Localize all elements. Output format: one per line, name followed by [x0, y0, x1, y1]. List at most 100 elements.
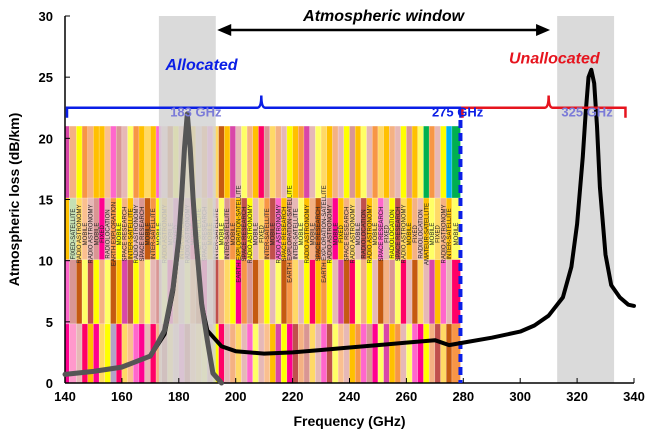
allocation-band-segment	[320, 323, 327, 384]
allocation-band-segment	[224, 125, 231, 199]
allocation-band-segment	[434, 125, 441, 199]
atmospheric-window-label: Atmospheric window	[302, 8, 465, 25]
allocation-band-segment	[428, 323, 436, 384]
allocation-band-label: MOBILE	[254, 223, 260, 246]
allocation-band-segment	[423, 125, 430, 199]
allocation-band-label: SPACE RESEARCH	[316, 207, 322, 262]
allocation-band-label: INTER-SATELLITE	[293, 208, 299, 259]
allocation-band-segment	[434, 323, 441, 384]
arrow-head-right-icon	[536, 24, 551, 36]
x-tick-label: 280	[452, 389, 474, 404]
x-tick-label: 240	[339, 389, 361, 404]
x-tick-label: 160	[111, 389, 133, 404]
allocation-band-label: FIXED	[100, 224, 106, 242]
x-tick-label: 320	[566, 389, 588, 404]
allocation-band-label: EARTH EXPLORATION-SATELLITE	[288, 185, 294, 282]
allocation-band-segment	[377, 323, 384, 384]
allocation-band: MOBILE	[144, 125, 152, 384]
allocation-band-segment	[252, 125, 259, 199]
allocation-band: MOBILE	[81, 125, 89, 384]
allocation-band-segment	[343, 323, 350, 384]
allocation-band-label: FIXED	[384, 224, 390, 242]
allocation-band-segment	[394, 125, 401, 199]
allocation-band-segment	[417, 259, 424, 325]
allocation-band-segment	[417, 125, 424, 199]
allocation-band-segment	[326, 125, 333, 199]
allocation-band-segment	[69, 259, 77, 325]
allocation-band-label: RADIO ASTRONOMY	[89, 204, 95, 263]
allocation-band-segment	[315, 323, 322, 384]
allocation-band: SPACE RESEARCH	[315, 125, 322, 384]
allocation-band-label: RADIO ASTRONOMY	[441, 204, 447, 263]
allocation-band-segment	[292, 125, 299, 199]
allocation-band-label: RADIO ASTRONOMY	[134, 204, 140, 263]
allocation-band-segment	[275, 259, 282, 325]
allocation-band-segment	[332, 323, 339, 384]
allocation-band-label: INTER-SATELLITE	[151, 208, 157, 259]
allocated-brace	[65, 95, 462, 118]
allocation-band-segment	[383, 323, 390, 384]
allocation-band-segment	[258, 259, 265, 325]
allocation-band-label: MOBILE	[219, 223, 225, 246]
allocation-band-segment	[104, 323, 111, 384]
allocation-band-label: INTER-SATELLITE	[225, 208, 231, 259]
allocation-band-segment	[303, 125, 310, 199]
allocation-band-segment	[98, 323, 106, 384]
allocation-band-segment	[400, 259, 407, 325]
allocation-band-segment	[121, 125, 128, 199]
allocation-band-segment	[440, 323, 447, 384]
allocation-band-label: INTER-SATELLITE	[265, 208, 271, 259]
y-tick-label: 5	[46, 315, 53, 330]
allocation-band-segment	[104, 259, 111, 325]
allocation-band-segment	[269, 259, 276, 325]
allocation-band-label: INTER-SATELLITE	[128, 208, 134, 259]
allocation-band-label: SPACE RESEARCH	[123, 207, 129, 262]
allocation-band-segment	[400, 323, 407, 384]
allocation-band-label: RADIO ASTRONOMY	[328, 204, 334, 263]
allocation-band-segment	[263, 259, 271, 325]
allocation-band-segment	[445, 259, 453, 325]
allocation-band-segment	[354, 259, 362, 325]
allocation-band-segment	[411, 259, 419, 325]
arrow-head-left-icon	[217, 24, 232, 36]
allocation-band-label: MOBILE	[407, 223, 413, 246]
allocation-band-segment	[218, 125, 225, 199]
y-tick-label: 25	[39, 70, 53, 85]
allocation-band-segment	[354, 323, 362, 384]
x-tick-label: 260	[396, 389, 418, 404]
allocation-band-label: RADIO ASTRONOMY	[276, 204, 282, 263]
x-tick-label: 340	[623, 389, 645, 404]
allocation-band: FIXED	[383, 125, 390, 384]
allocation-band-segment	[394, 259, 401, 325]
allocation-band-segment	[315, 125, 322, 199]
allocation-band-segment	[269, 125, 276, 199]
allocation-band-label: FIXED-SATELLITE	[71, 209, 77, 260]
allocation-band-segment	[417, 323, 424, 384]
allocation-band-label: MOBILE	[117, 223, 123, 246]
allocation-band-segment	[218, 323, 225, 384]
allocation-band-segment	[87, 125, 94, 199]
allocation-band-label: RADIOLOCATION	[106, 209, 112, 258]
allocation-band-segment	[133, 323, 140, 384]
allocation-band-segment	[298, 125, 305, 199]
allocation-band: FIXED-SATELLITE	[69, 125, 77, 384]
x-tick-label: 300	[509, 389, 531, 404]
allocation-band-segment	[115, 259, 123, 325]
allocation-band-segment	[406, 259, 413, 325]
allocation-band-segment	[229, 125, 236, 199]
allocation-band-segment	[98, 259, 106, 325]
allocation-band-segment	[383, 259, 390, 325]
allocation-band-segment	[138, 259, 145, 325]
allocation-band-label: FIXED	[259, 224, 265, 242]
allocation-band-segment	[241, 125, 248, 199]
allocation-band-segment	[303, 323, 310, 384]
allocation-band-segment	[389, 125, 396, 199]
allocation-band-label: RADIO ASTRONOMY	[77, 204, 83, 263]
allocation-band-label: RADIOLOCATION	[419, 209, 425, 258]
allocation-band-label: SPACE RESEARCH	[242, 207, 248, 262]
allocation-band-segment	[326, 259, 333, 325]
unallocated-label: Unallocated	[509, 51, 601, 68]
allocation-band-label: SPACE RESEARCH	[379, 207, 385, 262]
allocation-band-segment	[343, 125, 350, 199]
allocation-band-segment	[445, 125, 453, 199]
